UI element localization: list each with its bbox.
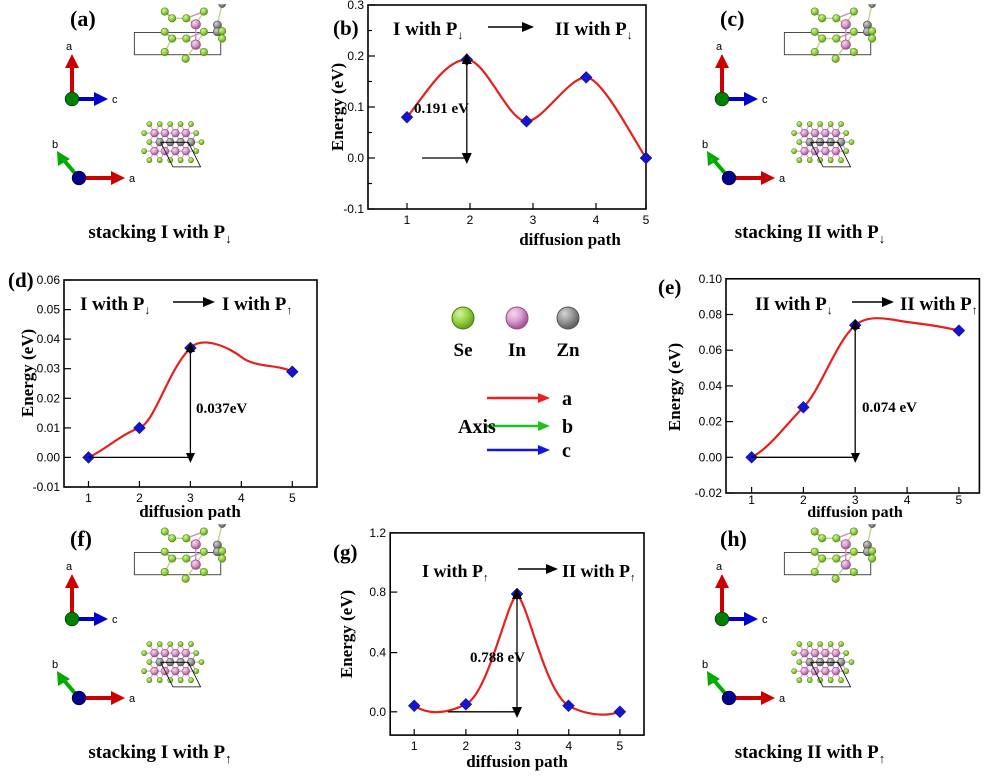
svg-text:Energy (eV): Energy (eV) — [18, 329, 37, 417]
svg-text:5: 5 — [289, 491, 296, 505]
svg-text:diffusion path: diffusion path — [139, 502, 241, 520]
svg-text:a: a — [66, 561, 73, 573]
svg-text:0.01: 0.01 — [37, 421, 61, 435]
svg-text:b: b — [702, 139, 708, 151]
svg-text:I with P↓: I with P↓ — [393, 19, 463, 42]
svg-text:0.1: 0.1 — [347, 100, 364, 114]
svg-text:I with P↓: I with P↓ — [80, 294, 150, 317]
svg-text:0.04: 0.04 — [699, 379, 723, 393]
svg-text:a: a — [716, 41, 723, 53]
svg-text:I with P↑: I with P↑ — [422, 561, 489, 584]
svg-text:3: 3 — [530, 213, 537, 227]
svg-text:0.00: 0.00 — [699, 450, 723, 464]
svg-text:Energy (eV): Energy (eV) — [665, 343, 684, 431]
svg-text:Energy (eV): Energy (eV) — [330, 63, 347, 151]
svg-text:Energy (eV): Energy (eV) — [337, 590, 356, 678]
svg-text:-0.1: -0.1 — [343, 202, 364, 216]
svg-text:0.02: 0.02 — [37, 391, 61, 405]
svg-text:c: c — [762, 94, 768, 106]
svg-text:0.788 eV: 0.788 eV — [470, 650, 525, 666]
svg-text:0.2: 0.2 — [347, 49, 364, 63]
svg-text:Axis: Axis — [458, 416, 496, 438]
svg-text:a: a — [716, 561, 723, 573]
svg-text:II with P↓: II with P↓ — [755, 294, 833, 317]
svg-text:0.191 eV: 0.191 eV — [414, 101, 469, 117]
svg-text:0.00: 0.00 — [37, 450, 61, 464]
svg-text:0.3: 0.3 — [347, 0, 364, 12]
svg-text:0.074 eV: 0.074 eV — [862, 400, 917, 416]
svg-text:4: 4 — [565, 739, 572, 753]
svg-text:II with P↓: II with P↓ — [555, 19, 633, 42]
svg-text:diffusion path: diffusion path — [807, 504, 903, 520]
svg-text:3: 3 — [514, 739, 521, 753]
svg-text:c: c — [762, 614, 768, 626]
svg-text:In: In — [508, 340, 526, 361]
svg-text:2: 2 — [463, 739, 470, 753]
svg-text:-0.02: -0.02 — [695, 486, 723, 500]
svg-text:0.03: 0.03 — [37, 362, 61, 376]
svg-text:0.05: 0.05 — [37, 303, 61, 317]
svg-text:0.4: 0.4 — [369, 646, 386, 660]
svg-text:b: b — [562, 416, 573, 438]
svg-text:diffusion path: diffusion path — [466, 752, 568, 771]
svg-text:0.8: 0.8 — [369, 585, 386, 599]
svg-text:diffusion path: diffusion path — [519, 230, 621, 249]
svg-text:a: a — [66, 41, 73, 53]
svg-text:c: c — [112, 94, 118, 106]
svg-text:a: a — [562, 388, 572, 410]
svg-text:4: 4 — [593, 213, 600, 227]
svg-text:0.0: 0.0 — [347, 151, 364, 165]
svg-text:1: 1 — [411, 739, 418, 753]
svg-text:c: c — [562, 440, 571, 462]
svg-text:b: b — [52, 139, 58, 151]
svg-text:2: 2 — [800, 493, 807, 507]
svg-text:5: 5 — [617, 739, 624, 753]
svg-text:Se: Se — [454, 340, 473, 361]
svg-text:5: 5 — [643, 213, 650, 227]
svg-text:1: 1 — [748, 493, 755, 507]
svg-text:-0.01: -0.01 — [33, 480, 61, 494]
svg-text:0.037eV: 0.037eV — [196, 401, 247, 417]
svg-text:II with P↑: II with P↑ — [562, 561, 636, 584]
svg-text:Zn: Zn — [556, 340, 580, 361]
svg-text:0.08: 0.08 — [699, 308, 723, 322]
svg-text:c: c — [112, 614, 118, 626]
svg-text:b: b — [702, 659, 708, 671]
svg-text:2: 2 — [467, 213, 474, 227]
svg-text:1: 1 — [404, 213, 411, 227]
svg-text:0.06: 0.06 — [699, 343, 723, 357]
svg-text:0.06: 0.06 — [37, 273, 61, 287]
svg-text:I with P↑: I with P↑ — [222, 294, 292, 317]
svg-text:0.02: 0.02 — [699, 415, 723, 429]
svg-text:1.2: 1.2 — [369, 526, 386, 540]
svg-text:0.10: 0.10 — [699, 272, 723, 286]
svg-text:0.04: 0.04 — [37, 332, 61, 346]
svg-text:II with P↑: II with P↑ — [900, 294, 978, 317]
svg-text:5: 5 — [956, 493, 963, 507]
svg-text:4: 4 — [904, 493, 911, 507]
svg-text:0.0: 0.0 — [369, 705, 386, 719]
svg-text:1: 1 — [85, 491, 92, 505]
svg-text:b: b — [52, 659, 58, 671]
